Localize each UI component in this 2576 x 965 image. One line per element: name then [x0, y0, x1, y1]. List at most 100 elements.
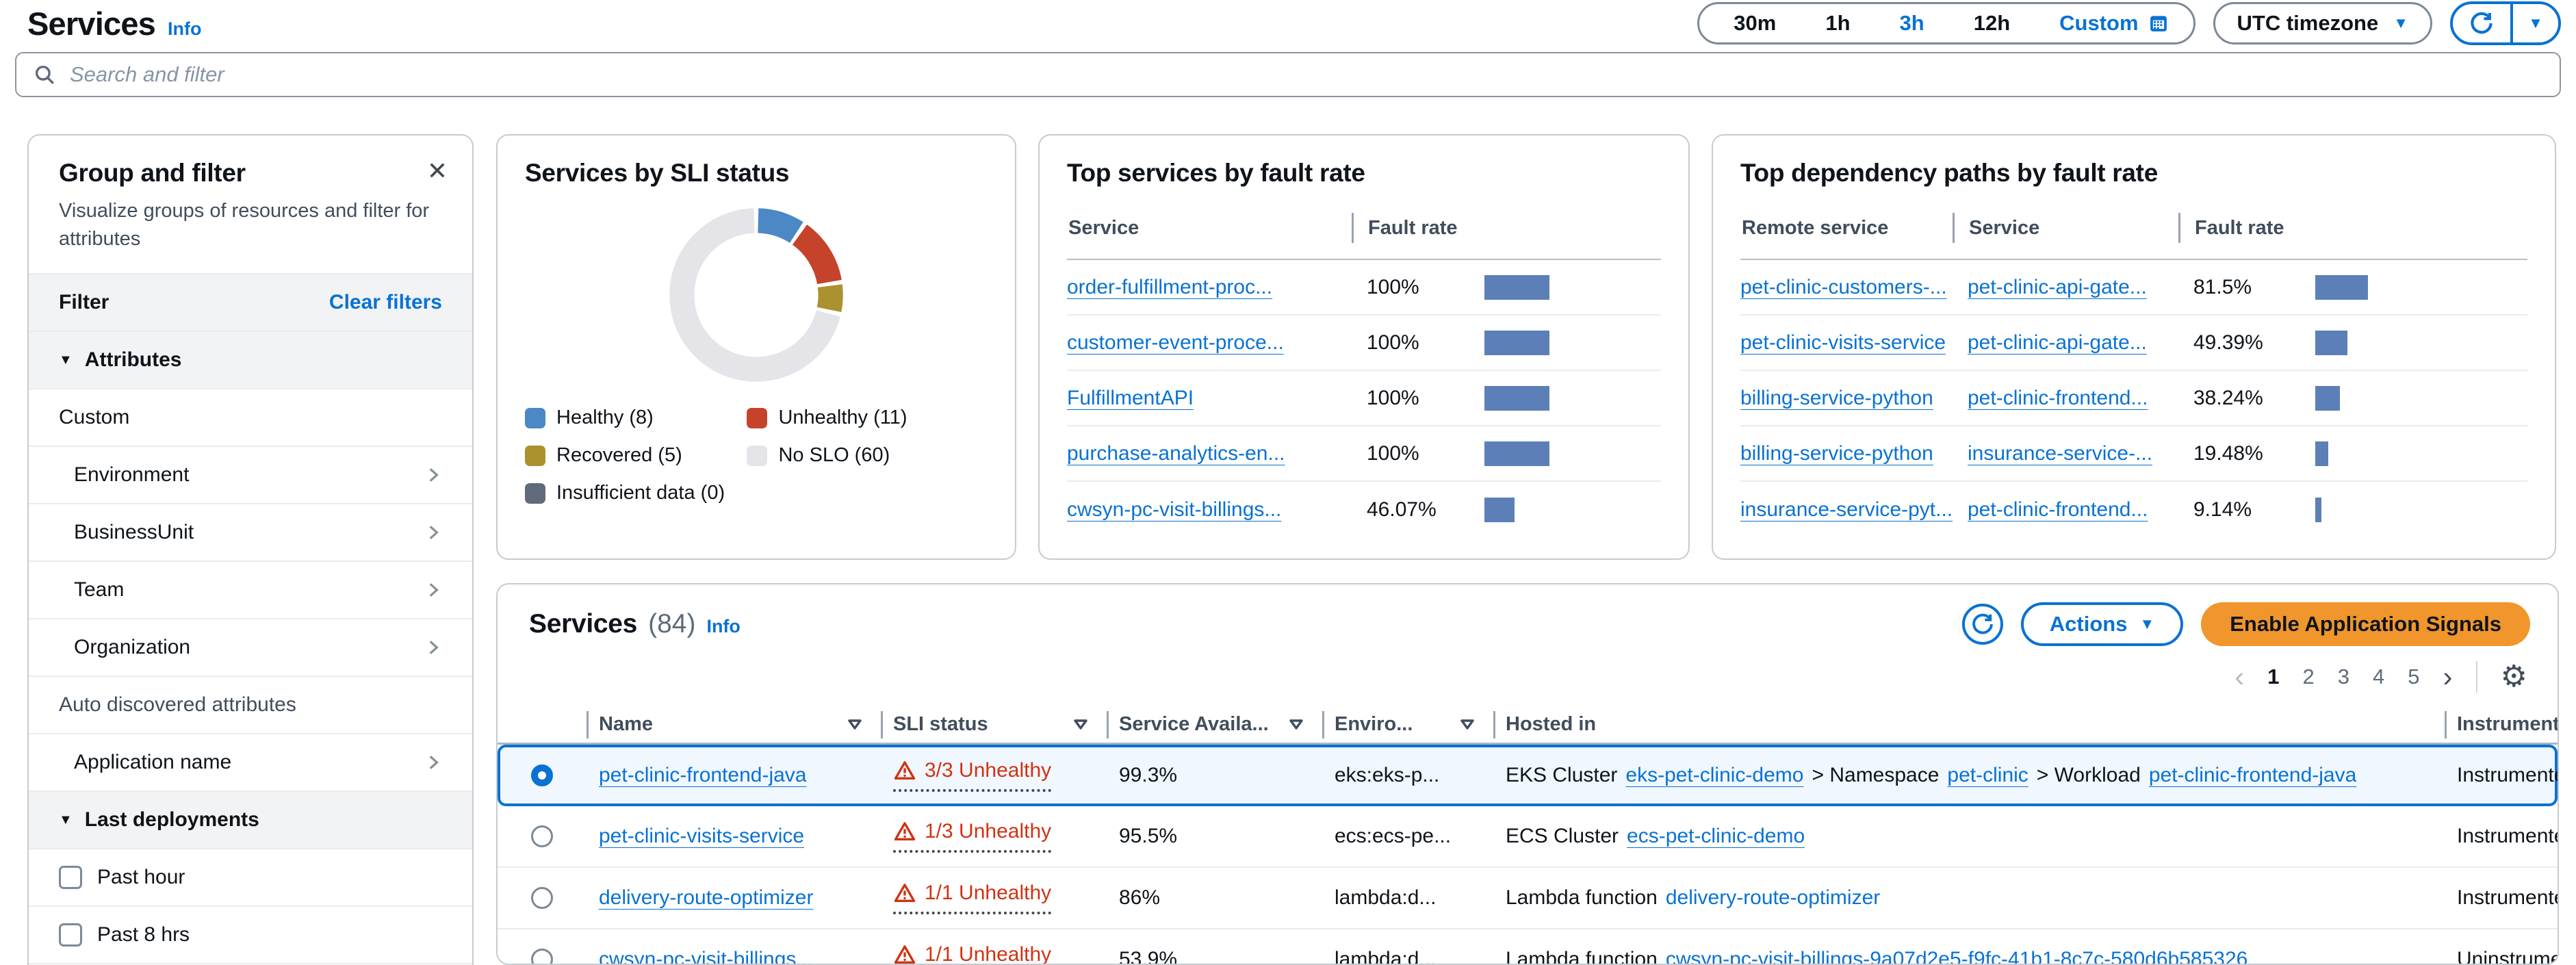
service-link[interactable]: pet-clinic-frontend...	[1968, 386, 2148, 409]
fault-rate-value: 100%	[1367, 275, 1419, 298]
table-row: billing-service-python insurance-service…	[1740, 426, 2527, 482]
time-range-30m[interactable]: 30m	[1709, 11, 1801, 36]
search-input[interactable]: Search and filter	[15, 52, 2561, 97]
sli-status-value[interactable]: 1/1 Unhealthy	[893, 943, 1051, 964]
refresh-options-button[interactable]: ▼	[2513, 4, 2558, 42]
row-radio-selected[interactable]	[531, 764, 553, 786]
table-row[interactable]: pet-clinic-frontend-java 3/3 Unhealthy 9…	[498, 745, 2558, 806]
table-row[interactable]: cwsyn-pc-visit-billings... 1/1 Unhealthy…	[498, 929, 2558, 965]
service-link[interactable]: pet-clinic-frontend...	[1968, 498, 2148, 521]
services-count: (84)	[648, 609, 696, 639]
row-radio[interactable]	[531, 949, 553, 964]
column-header-availability[interactable]: Service Availa...	[1107, 706, 1322, 743]
filter-icon[interactable]	[1288, 717, 1304, 733]
service-name-link[interactable]: pet-clinic-visits-service	[599, 825, 805, 847]
auto-discovered-label: Auto discovered attributes	[59, 693, 296, 717]
table-row[interactable]: delivery-route-optimizer 1/1 Unhealthy 8…	[498, 868, 2558, 929]
instrumentation-value: Instrumented	[2457, 764, 2558, 786]
row-radio[interactable]	[531, 825, 553, 847]
filter-icon[interactable]	[1459, 717, 1476, 733]
chevron-right-icon	[429, 468, 439, 483]
filter-icon[interactable]	[847, 717, 863, 733]
remote-service-link[interactable]: pet-clinic-visits-service	[1740, 331, 1946, 354]
filter-header-row: Filter Clear filters	[29, 273, 472, 331]
service-link[interactable]: insurance-service-...	[1968, 441, 2153, 465]
page-1-button[interactable]: 1	[2267, 665, 2280, 689]
sli-donut-chart	[669, 208, 843, 382]
time-range-3h[interactable]: 3h	[1875, 11, 1949, 36]
time-range-12h[interactable]: 12h	[1949, 11, 2035, 36]
sli-status-card: Services by SLI status Healthy (8) Unhea…	[496, 134, 1016, 560]
next-page-button[interactable]: ›	[2443, 660, 2453, 693]
previous-page-button[interactable]: ‹	[2234, 660, 2245, 693]
table-refresh-button[interactable]	[1961, 604, 2003, 645]
hosted-link[interactable]: pet-clinic	[1947, 764, 2028, 786]
column-header-environment[interactable]: Enviro...	[1322, 706, 1493, 743]
service-link[interactable]: FulfillmentAPI	[1067, 386, 1194, 409]
hosted-link[interactable]: ecs-pet-clinic-demo	[1627, 825, 1805, 847]
gear-icon[interactable]: ⚙	[2500, 660, 2527, 693]
page-3-button[interactable]: 3	[2337, 665, 2350, 689]
sidebar-item-organization[interactable]: Organization	[29, 618, 472, 676]
service-link[interactable]: order-fulfillment-proc...	[1067, 275, 1273, 298]
refresh-icon	[1972, 613, 1993, 634]
last-deployments-section-header[interactable]: ▼ Last deployments	[29, 790, 472, 849]
refresh-button[interactable]	[2453, 4, 2513, 42]
past-hour-checkbox[interactable]	[59, 866, 82, 890]
main-column: Services by SLI status Healthy (8) Unhea…	[496, 134, 2559, 965]
attributes-section-header[interactable]: ▼ Attributes	[29, 331, 472, 389]
remote-service-link[interactable]: insurance-service-pyt...	[1740, 498, 1953, 521]
remote-service-link[interactable]: billing-service-python	[1740, 441, 1933, 465]
enable-application-signals-button[interactable]: Enable Application Signals	[2201, 602, 2530, 646]
hosted-link[interactable]: delivery-route-optimizer	[1665, 886, 1881, 909]
page-2-button[interactable]: 2	[2302, 665, 2315, 689]
sidebar-item-team[interactable]: Team	[29, 561, 472, 618]
page-content: Group and filter ✕ Visualize groups of r…	[0, 134, 2576, 965]
sidebar-item-environment[interactable]: Environment	[29, 446, 472, 503]
table-row[interactable]: pet-clinic-visits-service 1/3 Unhealthy …	[498, 806, 2558, 868]
sli-status-value[interactable]: 1/3 Unhealthy	[893, 820, 1052, 853]
filter-icon[interactable]	[1072, 717, 1089, 733]
fault-rate-value: 9.14%	[2193, 498, 2252, 521]
service-link[interactable]: pet-clinic-api-gate...	[1968, 331, 2147, 354]
sidebar-item-businessunit[interactable]: BusinessUnit	[29, 503, 472, 561]
service-link[interactable]: pet-clinic-api-gate...	[1968, 275, 2147, 298]
sidebar-item-application-name[interactable]: Application name	[29, 733, 472, 790]
remote-service-link[interactable]: billing-service-python	[1740, 386, 1933, 409]
column-header-sli-status[interactable]: SLI status	[881, 706, 1107, 743]
page-5-button[interactable]: 5	[2408, 665, 2420, 689]
service-link[interactable]: purchase-analytics-en...	[1067, 441, 1285, 465]
column-header-name[interactable]: Name	[587, 706, 881, 743]
hosted-link[interactable]: eks-pet-clinic-demo	[1625, 764, 1804, 786]
sli-status-value[interactable]: 1/1 Unhealthy	[893, 882, 1052, 914]
page-info-link[interactable]: Info	[168, 18, 202, 39]
services-info-link[interactable]: Info	[706, 616, 740, 636]
service-link[interactable]: cwsyn-pc-visit-billings...	[1067, 498, 1282, 521]
sidebar-bottom-row	[29, 963, 472, 965]
column-header-instrumentation[interactable]: Instrumentation	[2445, 706, 2558, 743]
time-range-custom[interactable]: Custom	[2035, 11, 2183, 36]
time-range-1h[interactable]: 1h	[1801, 11, 1875, 36]
column-header-hosted-in[interactable]: Hosted in	[1493, 706, 2445, 743]
actions-button[interactable]: Actions ▼	[2020, 602, 2184, 646]
fault-rate-value: 38.24%	[2193, 386, 2263, 409]
sli-status-value[interactable]: 3/3 Unhealthy	[893, 759, 1052, 792]
row-radio[interactable]	[531, 887, 553, 909]
page-4-button[interactable]: 4	[2373, 665, 2385, 689]
top-services-header: Service Fault rate	[1067, 197, 1661, 260]
remote-service-link[interactable]: pet-clinic-customers-...	[1740, 275, 1947, 298]
clear-filters-link[interactable]: Clear filters	[329, 291, 442, 314]
past-8hrs-checkbox[interactable]	[59, 923, 82, 947]
service-name-link[interactable]: delivery-route-optimizer	[599, 886, 814, 909]
close-icon[interactable]: ✕	[426, 157, 448, 185]
businessunit-label: BusinessUnit	[74, 521, 194, 544]
timezone-select[interactable]: UTC timezone ▼	[2213, 2, 2432, 44]
top-dependency-header: Remote service Service Fault rate	[1740, 197, 2527, 260]
service-name-link[interactable]: pet-clinic-frontend-java	[599, 764, 807, 786]
service-link[interactable]: customer-event-proce...	[1067, 331, 1284, 354]
hosted-link[interactable]: pet-clinic-frontend-java	[2148, 764, 2357, 786]
sidebar-item-custom[interactable]: Custom	[29, 388, 472, 446]
hosted-link[interactable]: cwsyn-pc-visit-billings-9a07d2e5-f9fc-41…	[1665, 948, 2248, 965]
service-name-link[interactable]: cwsyn-pc-visit-billings...	[599, 948, 814, 965]
environment-header-label: Enviro...	[1335, 713, 1413, 735]
